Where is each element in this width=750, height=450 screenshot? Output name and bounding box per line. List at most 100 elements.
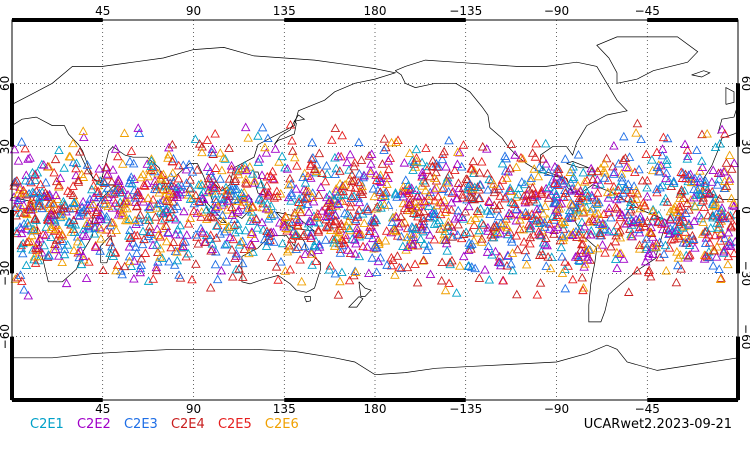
observation-marker (543, 252, 553, 261)
observation-marker (68, 181, 78, 190)
observation-marker (411, 153, 422, 162)
observation-marker (275, 188, 286, 198)
observation-marker (398, 241, 408, 251)
lon-label-top: 90 (186, 4, 201, 18)
observation-marker (488, 232, 499, 242)
observation-marker (51, 176, 62, 186)
observation-marker (403, 180, 414, 190)
observation-marker (705, 223, 716, 232)
observation-marker (661, 173, 671, 183)
observation-marker (700, 176, 711, 185)
observation-marker (529, 164, 539, 173)
observation-marker (545, 263, 556, 273)
observation-marker (630, 167, 640, 177)
observation-marker (290, 152, 300, 162)
observation-marker (566, 198, 576, 208)
observation-marker (686, 177, 697, 187)
observation-marker (359, 170, 369, 180)
observation-marker (500, 191, 511, 201)
observation-marker (620, 183, 631, 193)
observation-marker (215, 148, 226, 157)
observation-marker (532, 289, 543, 299)
observation-marker (183, 218, 194, 228)
observation-marker (371, 267, 382, 276)
observation-marker (592, 166, 603, 176)
observation-marker (262, 171, 273, 181)
observation-marker (325, 204, 335, 214)
observation-marker (450, 213, 460, 223)
observation-marker (501, 153, 511, 163)
observation-marker (558, 224, 569, 233)
observation-marker (357, 189, 368, 198)
observation-marker (392, 192, 402, 201)
observation-marker (591, 180, 601, 189)
observation-marker (592, 188, 603, 197)
observation-marker (353, 177, 363, 187)
observation-marker (269, 193, 280, 202)
observation-marker (684, 240, 695, 250)
observation-marker (413, 211, 423, 221)
observation-marker (375, 176, 385, 185)
observation-marker (16, 228, 27, 238)
observation-marker (263, 133, 273, 143)
observation-marker (599, 173, 610, 182)
observation-marker (50, 154, 61, 164)
observation-marker (575, 224, 586, 233)
observation-marker (525, 232, 536, 242)
observation-marker (380, 235, 391, 245)
observation-marker (412, 191, 423, 201)
observation-marker (13, 195, 23, 204)
observation-marker (184, 159, 194, 169)
observation-marker (75, 146, 85, 156)
observation-marker (207, 147, 217, 157)
observation-marker (486, 229, 496, 239)
observation-marker (225, 232, 235, 242)
observation-marker (396, 211, 406, 221)
observation-marker (553, 164, 564, 173)
observation-marker (197, 141, 207, 151)
observation-marker (340, 179, 350, 189)
observation-marker (81, 231, 91, 241)
observation-marker (414, 207, 425, 216)
observation-marker (568, 161, 578, 171)
observation-marker (683, 170, 694, 179)
observation-marker (612, 247, 622, 257)
observation-marker (411, 144, 422, 154)
observation-marker (198, 194, 209, 203)
observation-marker (193, 238, 204, 248)
observation-marker (197, 226, 207, 236)
observation-marker (309, 164, 320, 174)
observation-marker (164, 256, 174, 266)
observation-marker (287, 135, 297, 145)
observation-marker (592, 214, 602, 224)
observation-marker (33, 251, 43, 261)
observation-marker (501, 220, 511, 229)
observation-marker (456, 161, 467, 171)
observation-marker (50, 244, 61, 253)
observation-marker (366, 149, 377, 158)
observation-marker (493, 257, 504, 266)
observation-marker (616, 168, 627, 178)
observation-marker (260, 142, 270, 152)
observation-marker (329, 234, 340, 244)
observation-marker (17, 248, 28, 258)
observation-marker (210, 204, 221, 213)
observation-marker (502, 173, 512, 182)
observation-marker (514, 183, 524, 192)
observation-marker (357, 185, 368, 195)
observation-marker (212, 274, 223, 284)
observation-marker (533, 226, 544, 236)
observation-marker (178, 241, 188, 250)
observation-marker (168, 168, 178, 177)
observation-marker (311, 166, 322, 176)
observation-marker (650, 210, 661, 220)
observation-marker (350, 157, 360, 167)
observation-marker (207, 244, 218, 254)
observation-marker (615, 207, 625, 217)
observation-marker (210, 188, 221, 198)
observation-marker (145, 227, 155, 236)
observation-marker (345, 149, 355, 159)
observation-marker (155, 198, 165, 207)
observation-marker (39, 240, 49, 250)
observation-marker (83, 200, 93, 209)
